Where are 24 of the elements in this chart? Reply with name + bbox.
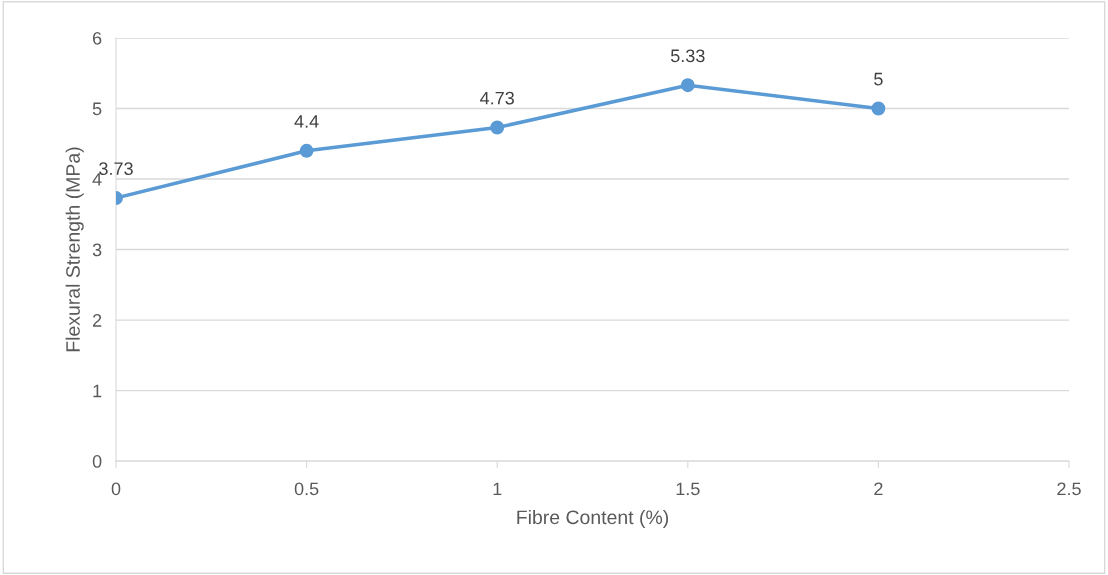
y-tick-label: 3 — [92, 243, 102, 257]
data-label: 5 — [874, 72, 883, 86]
data-label: 4.4 — [294, 115, 319, 128]
y-tick-label: 6 — [93, 31, 102, 45]
y-tick-label: 4 — [92, 173, 102, 186]
y-axis-title: Flexural Strength (MPa) — [65, 147, 84, 352]
point — [299, 143, 314, 158]
x-tick-label: 2.5 — [1057, 482, 1081, 496]
y-tick-label: 1 — [93, 384, 102, 398]
point — [490, 120, 505, 135]
x-tick-label: 0 — [111, 482, 121, 496]
x-tick-label: 2 — [874, 482, 883, 496]
y-tick-label: 5 — [92, 102, 102, 116]
point — [871, 101, 886, 116]
x-axis-title: Fibre Content (%) — [517, 509, 669, 529]
data-label: 4.73 — [480, 91, 514, 105]
point — [680, 78, 695, 93]
y-tick-label: 2 — [92, 314, 102, 327]
data-label: 5.33 — [670, 49, 705, 63]
x-tick-label: 0.5 — [294, 482, 319, 496]
y-tick-label: 0 — [92, 455, 102, 468]
x-tick-label: 1.5 — [676, 482, 700, 496]
x-tick-label: 1 — [493, 482, 502, 496]
data-label: 3.73 — [99, 162, 133, 176]
